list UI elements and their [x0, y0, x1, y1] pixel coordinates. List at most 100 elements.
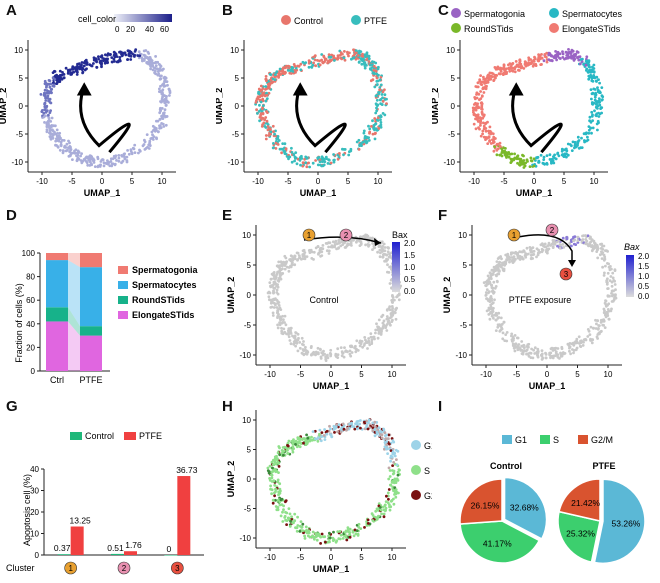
umap-a-ylabel: UMAP_2 [0, 88, 8, 125]
umap-a-ytick: 10 [14, 46, 23, 55]
umap-point [327, 53, 331, 57]
umap-point [561, 50, 564, 54]
umap-point [391, 485, 395, 489]
umap-point [58, 69, 62, 73]
umap-point [270, 460, 274, 464]
umap-point [303, 257, 307, 261]
umap-point [67, 139, 70, 143]
umap-point [487, 291, 490, 295]
umap-point [332, 56, 336, 60]
umap-point [54, 143, 57, 147]
umap-point [271, 273, 275, 277]
umap-point [341, 243, 345, 246]
umap-point [530, 159, 534, 163]
umap-point [376, 250, 379, 254]
umap-point [161, 88, 165, 92]
umap-point [293, 512, 297, 516]
umap-point [600, 98, 604, 102]
umap-point [387, 437, 390, 441]
umap-point [301, 529, 305, 533]
umap-point [327, 245, 330, 249]
umap-point [498, 72, 502, 76]
trajectory-arrow-head [508, 82, 524, 96]
umap-point [561, 243, 565, 246]
umap-point [339, 533, 343, 537]
umap-point [362, 62, 366, 66]
umap-point [156, 73, 160, 77]
umap-point [558, 52, 562, 56]
umap-point [49, 137, 53, 141]
umap-point [610, 292, 613, 295]
umap-point [484, 280, 488, 284]
umap-point [359, 242, 363, 245]
umap-point [282, 260, 285, 264]
umap-point [606, 287, 610, 290]
umap-point [381, 96, 384, 100]
umap-point [520, 65, 524, 68]
umap-f-ytick: 10 [458, 231, 467, 240]
umap-point [320, 435, 323, 439]
umap-point [502, 320, 506, 324]
umap-point [510, 256, 514, 259]
umap-point [302, 340, 305, 343]
umap-point [275, 458, 279, 462]
umap-point [296, 64, 300, 68]
umap-point [358, 344, 362, 348]
umap-point [150, 136, 154, 140]
umap-point [573, 235, 577, 238]
umap-a-ytick: -10 [11, 158, 23, 167]
umap-point [348, 51, 351, 55]
umap-point [275, 291, 279, 294]
umap-point [134, 48, 138, 52]
e-marker-2-label: 2 [344, 231, 349, 240]
umap-point [71, 66, 74, 70]
umap-point [490, 283, 494, 287]
f-marker-2 [545, 223, 559, 237]
g-ytick: 20 [30, 508, 39, 517]
umap-point [265, 119, 269, 123]
umap-point [389, 483, 393, 487]
umap-point [264, 99, 268, 103]
umap-point [280, 326, 283, 330]
umap-point [368, 131, 371, 135]
g-xtick: 1 [68, 564, 73, 573]
umap-point [284, 500, 287, 504]
umap-point [391, 464, 394, 467]
e-marker-2 [339, 228, 353, 242]
i-legend-label: G1 [515, 435, 527, 445]
umap-point [599, 107, 602, 110]
umap-point [268, 464, 272, 468]
umap-point [516, 154, 520, 158]
umap-point [498, 264, 502, 267]
umap-point [340, 57, 344, 61]
umap-point [43, 82, 47, 86]
umap-point [88, 63, 92, 67]
umap-point [376, 104, 379, 107]
umap-point [537, 56, 541, 60]
umap-point [311, 534, 314, 538]
umap-point [88, 164, 92, 167]
legend-spermatocytes-dot [549, 8, 559, 18]
umap-point [382, 242, 386, 246]
umap-point [521, 351, 525, 355]
umap-point [268, 87, 271, 90]
umap-point [378, 86, 382, 89]
umap-point [496, 65, 500, 69]
umap-point [498, 153, 502, 157]
umap-point [336, 54, 340, 58]
umap-point [283, 516, 287, 519]
umap-point [301, 437, 305, 440]
umap-point [268, 298, 271, 302]
umap-point [323, 57, 327, 61]
umap-point [378, 78, 382, 82]
g-legend-label: PTFE [139, 431, 162, 441]
umap-point [601, 251, 605, 254]
umap-point [294, 331, 297, 334]
umap-point [529, 351, 533, 355]
umap-point [272, 289, 275, 293]
umap-point [340, 350, 344, 354]
umap-point [61, 138, 64, 142]
umap-point [513, 349, 517, 353]
umap-point [391, 308, 394, 312]
umap-point [511, 344, 515, 347]
